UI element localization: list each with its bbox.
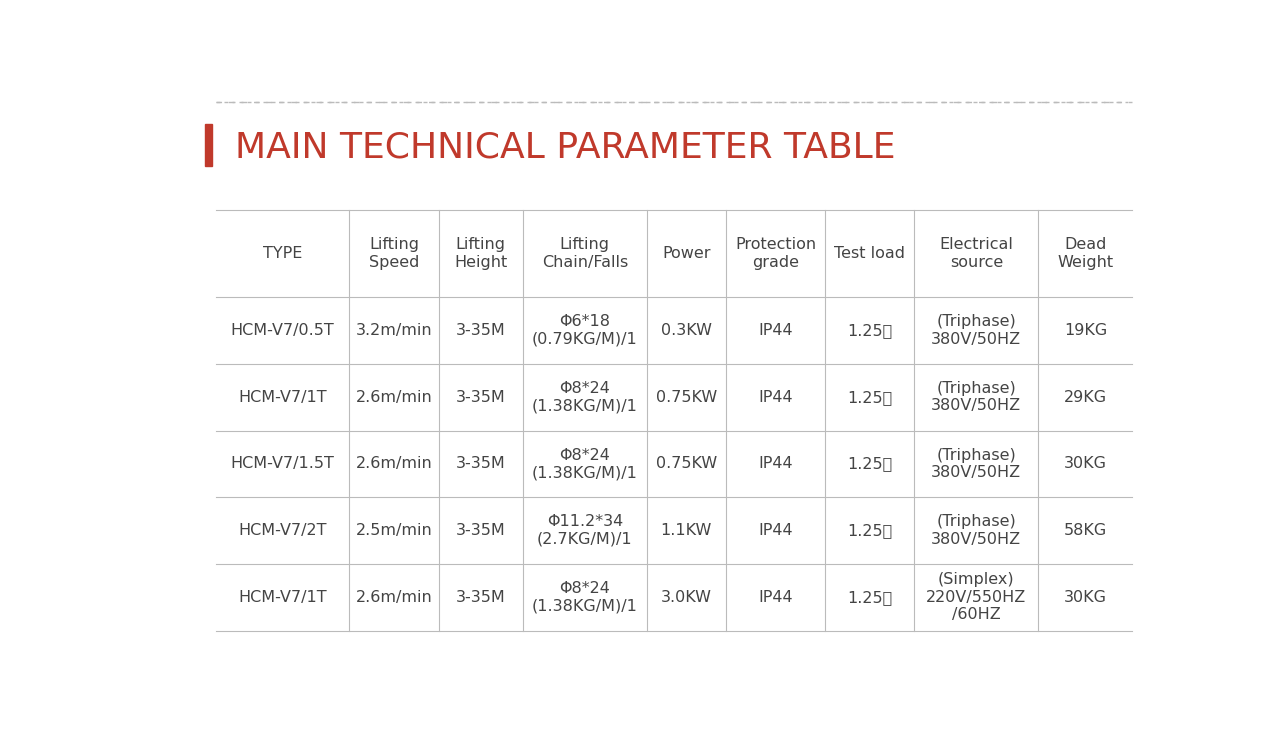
Text: HCM-V7/1T: HCM-V7/1T [238,590,327,605]
Text: Electrical
source: Electrical source [939,237,1013,269]
Text: HCM-V7/1T: HCM-V7/1T [238,390,327,404]
Text: TYPE: TYPE [262,246,302,261]
Text: 3-35M: 3-35M [455,323,505,338]
Text: Φ11.2*34
(2.7KG/M)/1: Φ11.2*34 (2.7KG/M)/1 [538,515,633,547]
Text: 30KG: 30KG [1064,457,1107,471]
Text: 0.3KW: 0.3KW [661,323,712,338]
Text: HCM-V7/2T: HCM-V7/2T [238,523,327,538]
Text: Protection
grade: Protection grade [736,237,817,269]
Text: 58KG: 58KG [1064,523,1107,538]
Text: 3-35M: 3-35M [455,523,505,538]
Bar [204,124,212,166]
Text: (Triphase)
380V/50HZ: (Triphase) 380V/50HZ [931,381,1021,413]
Text: IP44: IP44 [759,390,793,404]
Text: 2.5m/min: 2.5m/min [356,523,432,538]
Text: HCM-V7/0.5T: HCM-V7/0.5T [230,323,334,338]
Text: 2.6m/min: 2.6m/min [356,590,432,605]
Text: Φ8*24
(1.38KG/M)/1: Φ8*24 (1.38KG/M)/1 [532,448,638,480]
Text: IP44: IP44 [759,323,793,338]
Text: Lifting
Chain/Falls: Lifting Chain/Falls [541,237,628,269]
Text: Test load: Test load [835,246,905,261]
Text: MAIN TECHNICAL PARAMETER TABLE: MAIN TECHNICAL PARAMETER TABLE [234,131,895,164]
Text: (Triphase)
380V/50HZ: (Triphase) 380V/50HZ [931,515,1021,547]
Text: 3-35M: 3-35M [455,390,505,404]
Text: 3-35M: 3-35M [455,590,505,605]
Text: 0.75KW: 0.75KW [656,390,718,404]
Text: 1.25倍: 1.25倍 [847,590,892,605]
Text: IP44: IP44 [759,523,793,538]
Text: 1.25倍: 1.25倍 [847,323,892,338]
Text: IP44: IP44 [759,590,793,605]
Text: Dead
Weight: Dead Weight [1057,237,1114,269]
Text: (Simplex)
220V/550HZ
/60HZ: (Simplex) 220V/550HZ /60HZ [926,573,1026,622]
Text: 1.1KW: 1.1KW [661,523,712,538]
Text: 0.75KW: 0.75KW [656,457,718,471]
Text: 1.25倍: 1.25倍 [847,523,892,538]
Text: Φ6*18
(0.79KG/M)/1: Φ6*18 (0.79KG/M)/1 [532,314,638,346]
Text: HCM-V7/1.5T: HCM-V7/1.5T [230,457,334,471]
Text: 2.6m/min: 2.6m/min [356,457,432,471]
Text: Φ8*24
(1.38KG/M)/1: Φ8*24 (1.38KG/M)/1 [532,581,638,614]
Text: (Triphase)
380V/50HZ: (Triphase) 380V/50HZ [931,448,1021,480]
Text: Φ8*24
(1.38KG/M)/1: Φ8*24 (1.38KG/M)/1 [532,381,638,413]
Text: IP44: IP44 [759,457,793,471]
Text: 29KG: 29KG [1064,390,1107,404]
Text: 3.2m/min: 3.2m/min [356,323,432,338]
Text: 1.25倍: 1.25倍 [847,457,892,471]
Text: 3-35M: 3-35M [455,457,505,471]
Text: 3.0KW: 3.0KW [661,590,712,605]
Text: 1.25倍: 1.25倍 [847,390,892,404]
Text: Lifting
Speed: Lifting Speed [369,237,419,269]
Text: 19KG: 19KG [1064,323,1107,338]
Text: (Triphase)
380V/50HZ: (Triphase) 380V/50HZ [931,314,1021,346]
Text: Lifting
Height: Lifting Height [454,237,508,269]
Text: 30KG: 30KG [1064,590,1107,605]
Text: 2.6m/min: 2.6m/min [356,390,432,404]
Text: Power: Power [662,246,711,261]
